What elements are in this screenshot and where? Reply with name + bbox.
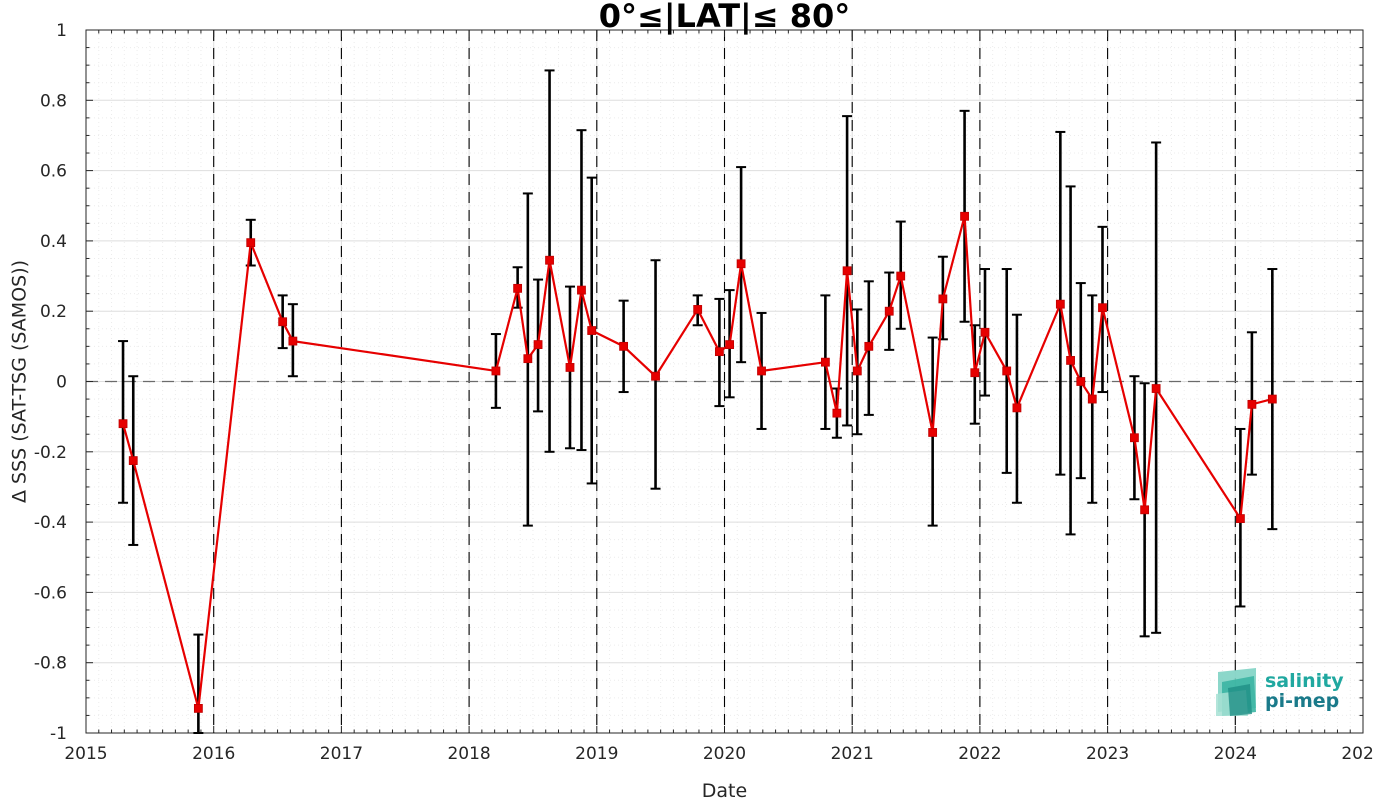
data-point bbox=[938, 294, 948, 304]
y-tick-label: 1 bbox=[56, 21, 67, 41]
data-point bbox=[1247, 399, 1257, 409]
data-point bbox=[545, 255, 554, 265]
x-axis-title: Date bbox=[702, 780, 747, 801]
x-tick-label: 2018 bbox=[447, 744, 490, 764]
chart-title: 0°≤|LAT|≤ 80° bbox=[599, 0, 850, 36]
data-point bbox=[193, 703, 203, 713]
logo-wave-icon bbox=[1216, 668, 1256, 716]
data-point bbox=[288, 336, 298, 346]
x-tick-label: 2020 bbox=[703, 744, 746, 764]
data-point bbox=[864, 341, 874, 351]
data-point bbox=[1267, 394, 1277, 404]
data-point bbox=[820, 357, 830, 367]
data-point bbox=[1151, 384, 1161, 393]
x-tick-label: 2017 bbox=[320, 744, 363, 764]
y-tick-label: -1 bbox=[50, 724, 67, 744]
y-tick-label: 0.8 bbox=[40, 91, 67, 111]
data-point bbox=[928, 428, 938, 437]
data-point bbox=[714, 347, 724, 357]
data-point bbox=[1076, 377, 1086, 386]
x-tick-label: 2015 bbox=[64, 744, 107, 764]
y-tick-label: -0.4 bbox=[34, 513, 67, 533]
data-point bbox=[577, 285, 586, 295]
data-point bbox=[1236, 514, 1245, 523]
x-tick-label: 2021 bbox=[831, 744, 874, 764]
x-tick-label: 2019 bbox=[575, 744, 618, 764]
data-point bbox=[128, 456, 138, 465]
data-point bbox=[693, 305, 703, 314]
data-point bbox=[587, 326, 597, 335]
series-line bbox=[121, 216, 1273, 709]
data-point bbox=[533, 340, 543, 349]
y-axis-title: Δ SSS (SAT-TSG (SAMOS)) bbox=[9, 260, 31, 503]
data-point bbox=[757, 366, 766, 376]
data-point bbox=[118, 419, 128, 429]
y-tick-label: 0 bbox=[56, 373, 67, 393]
y-tick-label: 0.2 bbox=[40, 302, 67, 322]
data-point bbox=[523, 354, 533, 364]
data-point bbox=[725, 340, 735, 349]
data-point bbox=[513, 283, 523, 293]
x-tick-label: 2016 bbox=[192, 744, 235, 764]
data-point bbox=[832, 408, 842, 418]
data-point bbox=[565, 363, 575, 372]
data-point bbox=[1087, 394, 1097, 404]
data-point bbox=[970, 368, 980, 378]
y-tick-label: 0.6 bbox=[40, 162, 67, 182]
data-point bbox=[1002, 366, 1012, 376]
data-point bbox=[619, 341, 629, 351]
y-tick-label: -0.8 bbox=[34, 654, 67, 674]
x-tick-label: 2024 bbox=[1214, 744, 1257, 764]
y-tick-label: -0.2 bbox=[34, 443, 67, 463]
data-point bbox=[896, 271, 906, 281]
data-point bbox=[651, 371, 660, 381]
data-point bbox=[1066, 356, 1075, 365]
data-point bbox=[842, 266, 852, 276]
data-point bbox=[1055, 299, 1065, 309]
salinity-pi-mep-logo: salinity pi-mep bbox=[1216, 668, 1344, 716]
data-point bbox=[852, 366, 862, 376]
data-point bbox=[884, 306, 894, 316]
data-point bbox=[736, 259, 746, 269]
data-point bbox=[491, 366, 501, 376]
data-point bbox=[1140, 505, 1150, 515]
data-point bbox=[246, 238, 256, 248]
logo-text-pi-mep: pi-mep bbox=[1265, 690, 1339, 712]
data-point bbox=[980, 327, 990, 337]
data-point bbox=[1012, 403, 1022, 413]
y-tick-label: -0.6 bbox=[34, 583, 67, 603]
x-tick-label: 2023 bbox=[1086, 744, 1129, 764]
logo-text-salinity: salinity bbox=[1265, 670, 1344, 692]
data-point bbox=[278, 317, 288, 327]
data-point bbox=[960, 211, 969, 221]
x-tick-label: 2022 bbox=[958, 744, 1001, 764]
y-tick-label: 0.4 bbox=[40, 232, 67, 252]
data-point bbox=[1130, 433, 1139, 443]
x-tick-label: 2025 bbox=[1341, 744, 1374, 764]
data-point bbox=[1098, 303, 1107, 313]
